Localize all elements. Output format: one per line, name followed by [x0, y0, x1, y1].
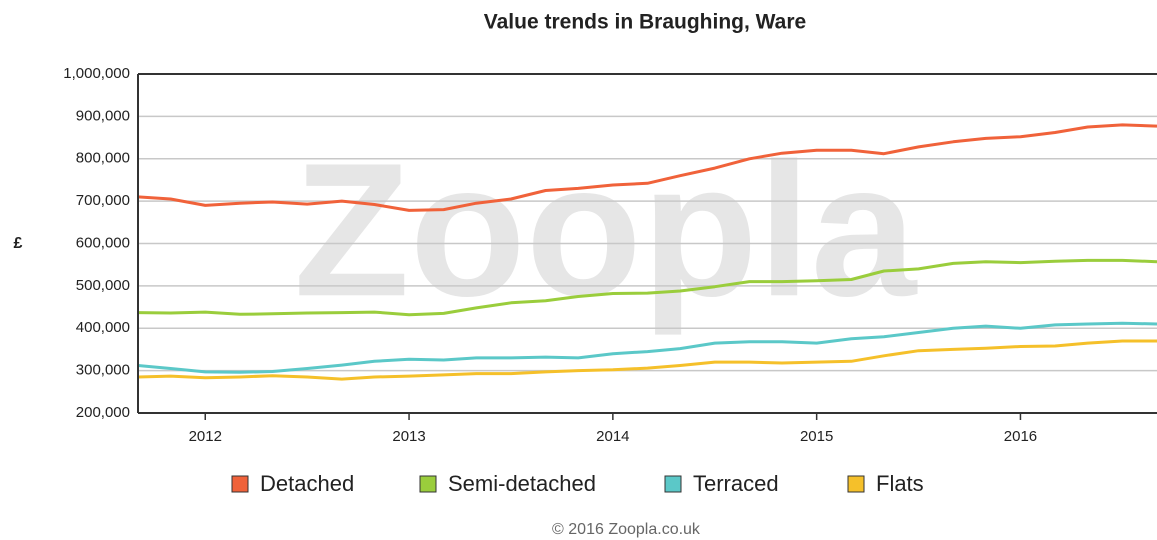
y-axis-label: £ [14, 235, 23, 252]
series-line [137, 123, 1157, 212]
plot [137, 123, 1157, 381]
series-line [137, 258, 1157, 317]
x-tick-label: 2015 [800, 428, 833, 445]
x-tick-label: 2014 [596, 428, 629, 445]
y-tick-label: 400,000 [76, 319, 130, 336]
y-tick-label: 600,000 [76, 234, 130, 251]
legend-swatch [231, 475, 249, 493]
watermark: Zoopla [294, 124, 918, 336]
chart-title: Value trends in Braughing, Ware [484, 11, 806, 34]
legend-label: Terraced [693, 471, 779, 496]
y-tick-label: 800,000 [76, 150, 130, 167]
legend-swatch [419, 475, 437, 493]
y-tick-label: 900,000 [76, 107, 130, 124]
x-tick-label: 2013 [392, 428, 425, 445]
footer: © 2016 Zoopla.co.uk [552, 521, 701, 538]
y-tick-label: 500,000 [76, 277, 130, 294]
legend-swatch [847, 475, 865, 493]
y-tick-label: 700,000 [76, 192, 130, 209]
legend-swatch [664, 475, 682, 493]
series-line [137, 321, 1157, 374]
series-line [137, 339, 1157, 381]
legend-label: Detached [260, 471, 354, 496]
legend-label: Flats [876, 471, 924, 496]
y-tick-label: 1,000,000 [63, 65, 130, 82]
legend: Detached Semi-detached Terraced Flats [231, 471, 924, 496]
x-tick-label: 2016 [1004, 428, 1037, 445]
legend-label: Semi-detached [448, 471, 596, 496]
y-tick-label: 200,000 [76, 404, 130, 421]
x-tick-label: 2012 [189, 428, 222, 445]
y-tick-label: 300,000 [76, 362, 130, 379]
